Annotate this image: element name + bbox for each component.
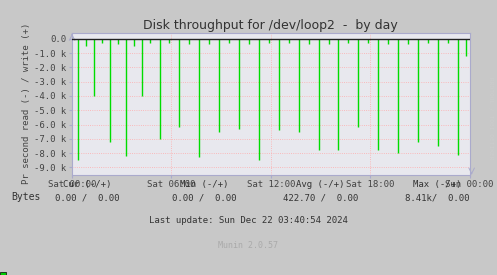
Text: RRDTOOL / TOBI OETIKER: RRDTOOL / TOBI OETIKER [488,77,493,160]
Text: 0.00 /  0.00: 0.00 / 0.00 [55,194,119,203]
Text: Bytes: Bytes [11,192,40,202]
Text: Max (-/+): Max (-/+) [413,180,462,189]
Text: Munin 2.0.57: Munin 2.0.57 [219,241,278,249]
Text: Last update: Sun Dec 22 03:40:54 2024: Last update: Sun Dec 22 03:40:54 2024 [149,216,348,225]
Text: 0.00 /  0.00: 0.00 / 0.00 [171,194,236,203]
Title: Disk throughput for /dev/loop2  -  by day: Disk throughput for /dev/loop2 - by day [144,19,398,32]
Text: 422.70 /  0.00: 422.70 / 0.00 [283,194,358,203]
Text: 8.41k/  0.00: 8.41k/ 0.00 [405,194,470,203]
Text: Min (-/+): Min (-/+) [179,180,228,189]
Text: Cur (-/+): Cur (-/+) [63,180,111,189]
Y-axis label: Pr second read (-) / write (+): Pr second read (-) / write (+) [22,23,31,185]
Text: Avg (-/+): Avg (-/+) [296,180,345,189]
